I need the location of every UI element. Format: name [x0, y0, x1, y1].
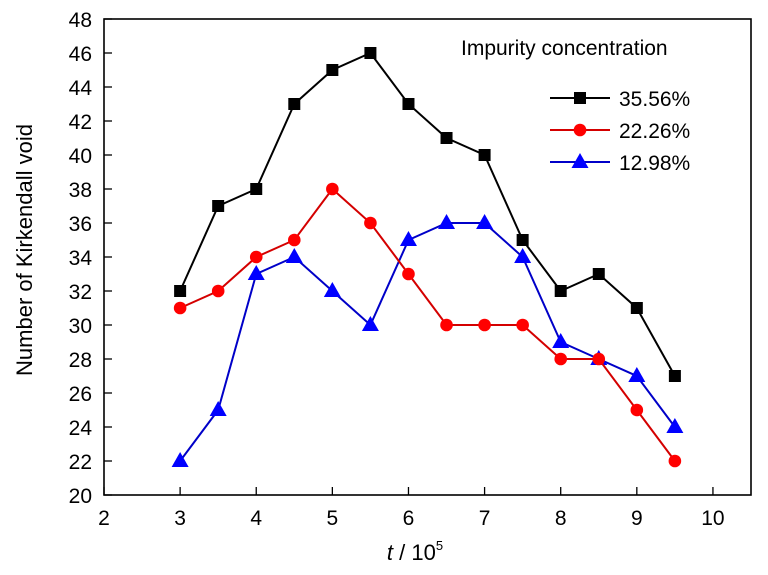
y-tick-label: 42 [69, 111, 92, 134]
legend-marker [571, 153, 589, 168]
data-point [250, 183, 263, 195]
x-tick-label: 5 [327, 507, 339, 530]
series-35.56% [174, 47, 681, 382]
y-tick-label: 24 [69, 417, 93, 440]
x-tick-label: 3 [174, 507, 186, 530]
data-point [364, 216, 377, 230]
x-axis-title-exp: 5 [436, 538, 443, 553]
data-point [592, 352, 606, 366]
y-tick-label: 46 [69, 43, 92, 66]
legend-marker [574, 92, 586, 104]
data-point [402, 267, 415, 281]
y-tick-label: 20 [69, 485, 92, 508]
series-12.98% [171, 214, 684, 467]
data-point [552, 333, 570, 348]
data-point [668, 454, 682, 468]
legend-item: 22.26% [550, 120, 690, 143]
y-tick-label: 44 [69, 77, 93, 100]
y-tick-label: 32 [69, 281, 92, 304]
data-point [630, 403, 644, 417]
data-point [361, 316, 379, 331]
data-point [209, 401, 227, 416]
data-point [174, 285, 187, 297]
y-tick-label: 40 [69, 145, 92, 168]
data-point [326, 182, 339, 196]
data-point [212, 200, 225, 212]
legend-title: Impurity concentration [461, 37, 668, 60]
y-tick-label: 34 [69, 247, 93, 270]
x-axis-title-unit: / 10 [393, 540, 436, 565]
data-point [440, 132, 453, 144]
y-tick-label: 36 [69, 213, 92, 236]
series-22.26% [173, 182, 682, 468]
x-tick-label: 4 [250, 507, 262, 530]
data-point [326, 64, 339, 76]
legend-marker [573, 123, 587, 137]
data-point [247, 265, 265, 280]
data-point [285, 248, 303, 263]
data-point [249, 250, 263, 264]
legend-label: 35.56% [619, 88, 690, 111]
data-point [288, 98, 301, 110]
data-point [554, 352, 568, 366]
data-point [478, 149, 491, 161]
x-tick-label: 9 [631, 507, 643, 530]
y-axis-title: Number of Kirkendall void [12, 124, 37, 376]
data-point [592, 268, 605, 280]
data-point [323, 282, 341, 297]
data-point [554, 285, 567, 297]
data-point [211, 284, 225, 298]
y-tick-label: 22 [69, 451, 92, 474]
data-point [630, 302, 643, 314]
data-point [516, 234, 529, 246]
y-tick-label: 26 [69, 383, 92, 406]
data-point [364, 47, 377, 59]
x-axis-title-var: t [387, 540, 394, 565]
data-point [668, 370, 681, 382]
data-point [438, 214, 456, 229]
legend-label: 22.26% [619, 120, 690, 143]
data-point [287, 233, 301, 247]
series-line [179, 222, 676, 462]
x-tick-label: 2 [98, 507, 110, 530]
legend-item: 35.56% [550, 88, 690, 111]
x-tick-label: 6 [403, 507, 415, 530]
data-point [478, 318, 491, 332]
x-tick-label: 10 [701, 507, 724, 530]
x-tick-label: 8 [555, 507, 567, 530]
data-point [516, 318, 529, 332]
legend: Impurity concentration 35.56% 22.26% 12.98… [461, 37, 690, 175]
data-point [171, 452, 189, 467]
series-line [179, 187, 676, 462]
data-point [173, 301, 187, 315]
legend-label: 12.98% [619, 152, 690, 175]
data-point [440, 318, 453, 332]
y-tick-label: 38 [69, 179, 92, 202]
series-layer [171, 47, 684, 468]
x-tick-label: 7 [479, 507, 491, 530]
data-point [628, 367, 646, 382]
data-point [476, 214, 494, 229]
y-tick-label: 30 [69, 315, 92, 338]
data-point [402, 98, 415, 110]
y-tick-label: 48 [69, 9, 92, 32]
x-axis-title: t / 105 [387, 538, 443, 565]
data-point [514, 248, 532, 263]
data-point [399, 231, 417, 246]
data-point [666, 418, 684, 433]
legend-item: 12.98% [550, 152, 690, 175]
series-line [179, 51, 676, 377]
y-tick-label: 28 [69, 349, 92, 372]
